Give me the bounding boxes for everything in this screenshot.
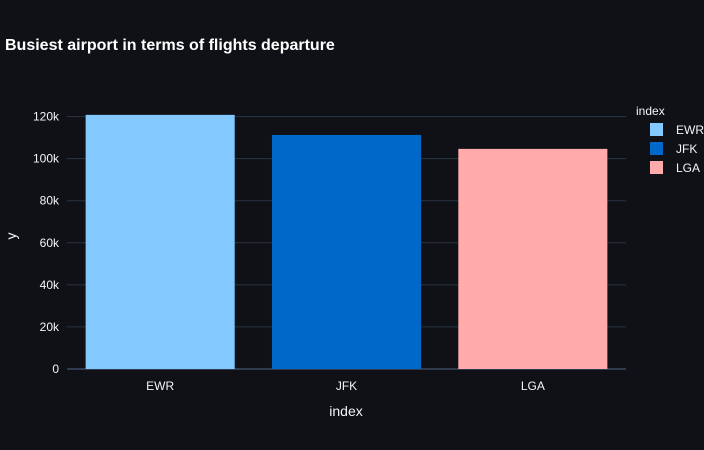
y-tick-label: 80k (40, 194, 60, 208)
legend-label: EWR (676, 123, 704, 137)
y-tick-label: 40k (40, 278, 60, 292)
y-tick-label: 60k (40, 236, 60, 250)
x-tick-label: JFK (336, 379, 357, 393)
y-axis-ticks: 0 20k 40k 60k 80k 100k 120k (33, 110, 60, 376)
y-tick-label: 0 (52, 362, 59, 376)
y-axis-title: y (3, 233, 19, 240)
x-tick-label: LGA (521, 379, 545, 393)
legend: index EWR JFK LGA (636, 104, 704, 175)
legend-swatch (650, 123, 663, 136)
bar-lga (458, 148, 608, 369)
x-tick-label: EWR (146, 379, 174, 393)
legend-label: LGA (676, 161, 700, 175)
legend-swatch (650, 161, 663, 174)
x-axis-title: index (329, 403, 362, 419)
legend-title: index (636, 104, 665, 118)
y-tick-label: 20k (40, 320, 60, 334)
y-tick-label: 100k (33, 152, 60, 166)
x-axis-ticks: EWR JFK LGA (146, 379, 545, 393)
chart-title: Busiest airport in terms of flights depa… (5, 37, 335, 54)
legend-swatch (650, 142, 663, 155)
bar-ewr (85, 114, 235, 369)
y-tick-label: 120k (33, 110, 60, 124)
legend-label: JFK (676, 142, 697, 156)
bars (85, 114, 608, 369)
bar-jfk (271, 134, 422, 369)
